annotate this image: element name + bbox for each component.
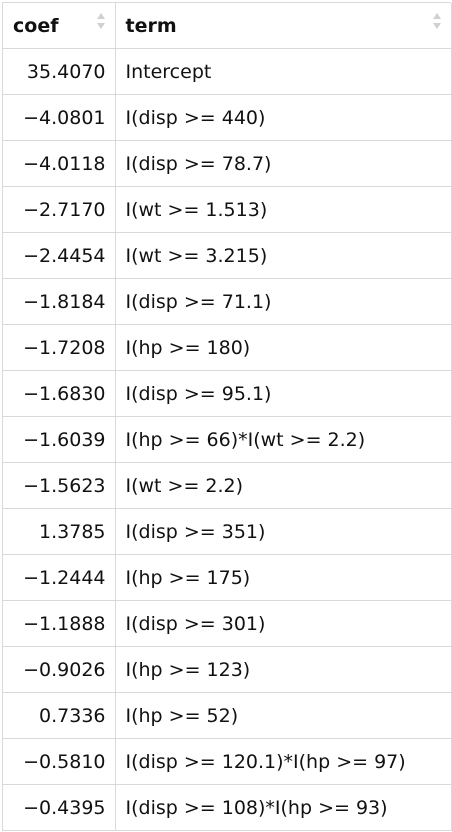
cell-term: I(hp >= 66)*I(wt >= 2.2) [115, 416, 452, 463]
table-row: −1.6830 I(disp >= 95.1) [3, 370, 452, 417]
cell-coef: −1.8184 [3, 278, 116, 325]
sort-icon[interactable] [432, 12, 442, 30]
cell-term: I(wt >= 1.513) [115, 186, 452, 233]
column-header-coef[interactable]: coef [3, 3, 116, 49]
table-row: 0.7336 I(hp >= 52) [3, 692, 452, 739]
header-row: coef term [3, 3, 452, 49]
cell-coef: −4.0801 [3, 94, 116, 141]
cell-term: I(wt >= 3.215) [115, 232, 452, 279]
cell-coef: −0.9026 [3, 646, 116, 693]
table-body: 35.4070 Intercept −4.0801 I(disp >= 440) −4.… [3, 48, 452, 831]
table-row: −1.8184 I(disp >= 71.1) [3, 278, 452, 325]
column-header-label: term [125, 14, 177, 37]
table-row: −1.6039 I(hp >= 66)*I(wt >= 2.2) [3, 416, 452, 463]
cell-term: I(disp >= 108)*I(hp >= 93) [115, 784, 452, 831]
cell-term: I(hp >= 123) [115, 646, 452, 693]
cell-term: I(disp >= 120.1)*I(hp >= 97) [115, 738, 452, 785]
table-row: −0.5810 I(disp >= 120.1)*I(hp >= 97) [3, 738, 452, 785]
table-row: −1.7208 I(hp >= 180) [3, 324, 452, 371]
cell-term: I(hp >= 52) [115, 692, 452, 739]
table-row: −4.0118 I(disp >= 78.7) [3, 140, 452, 187]
cell-coef: −1.1888 [3, 600, 116, 647]
cell-coef: 0.7336 [3, 692, 116, 739]
table-row: −0.9026 I(hp >= 123) [3, 646, 452, 693]
cell-term: Intercept [115, 48, 452, 95]
sort-icon[interactable] [96, 12, 106, 30]
cell-term: I(disp >= 95.1) [115, 370, 452, 417]
table-row: −2.4454 I(wt >= 3.215) [3, 232, 452, 279]
cell-coef: 35.4070 [3, 48, 116, 95]
cell-term: I(hp >= 180) [115, 324, 452, 371]
cell-coef: −1.6830 [3, 370, 116, 417]
cell-term: I(disp >= 440) [115, 94, 452, 141]
data-table: coef term [3, 3, 452, 831]
table-row: 35.4070 Intercept [3, 48, 452, 95]
cell-coef: −2.7170 [3, 186, 116, 233]
table-row: −1.2444 I(hp >= 175) [3, 554, 452, 601]
cell-term: I(wt >= 2.2) [115, 462, 452, 509]
cell-term: I(disp >= 351) [115, 508, 452, 555]
cell-coef: −4.0118 [3, 140, 116, 187]
table-row: −0.4395 I(disp >= 108)*I(hp >= 93) [3, 784, 452, 831]
cell-coef: −1.7208 [3, 324, 116, 371]
table-row: −1.1888 I(disp >= 301) [3, 600, 452, 647]
cell-coef: −0.4395 [3, 784, 116, 831]
table-row: −4.0801 I(disp >= 440) [3, 94, 452, 141]
cell-coef: −1.6039 [3, 416, 116, 463]
cell-term: I(disp >= 78.7) [115, 140, 452, 187]
column-header-label: coef [13, 14, 59, 37]
cell-coef: −1.5623 [3, 462, 116, 509]
table-row: −2.7170 I(wt >= 1.513) [3, 186, 452, 233]
column-header-term[interactable]: term [115, 3, 452, 49]
cell-term: I(disp >= 71.1) [115, 278, 452, 325]
cell-coef: −0.5810 [3, 738, 116, 785]
cell-coef: −1.2444 [3, 554, 116, 601]
cell-coef: −2.4454 [3, 232, 116, 279]
cell-coef: 1.3785 [3, 508, 116, 555]
table-row: −1.5623 I(wt >= 2.2) [3, 462, 452, 509]
cell-term: I(disp >= 301) [115, 600, 452, 647]
cell-term: I(hp >= 175) [115, 554, 452, 601]
table-row: 1.3785 I(disp >= 351) [3, 508, 452, 555]
